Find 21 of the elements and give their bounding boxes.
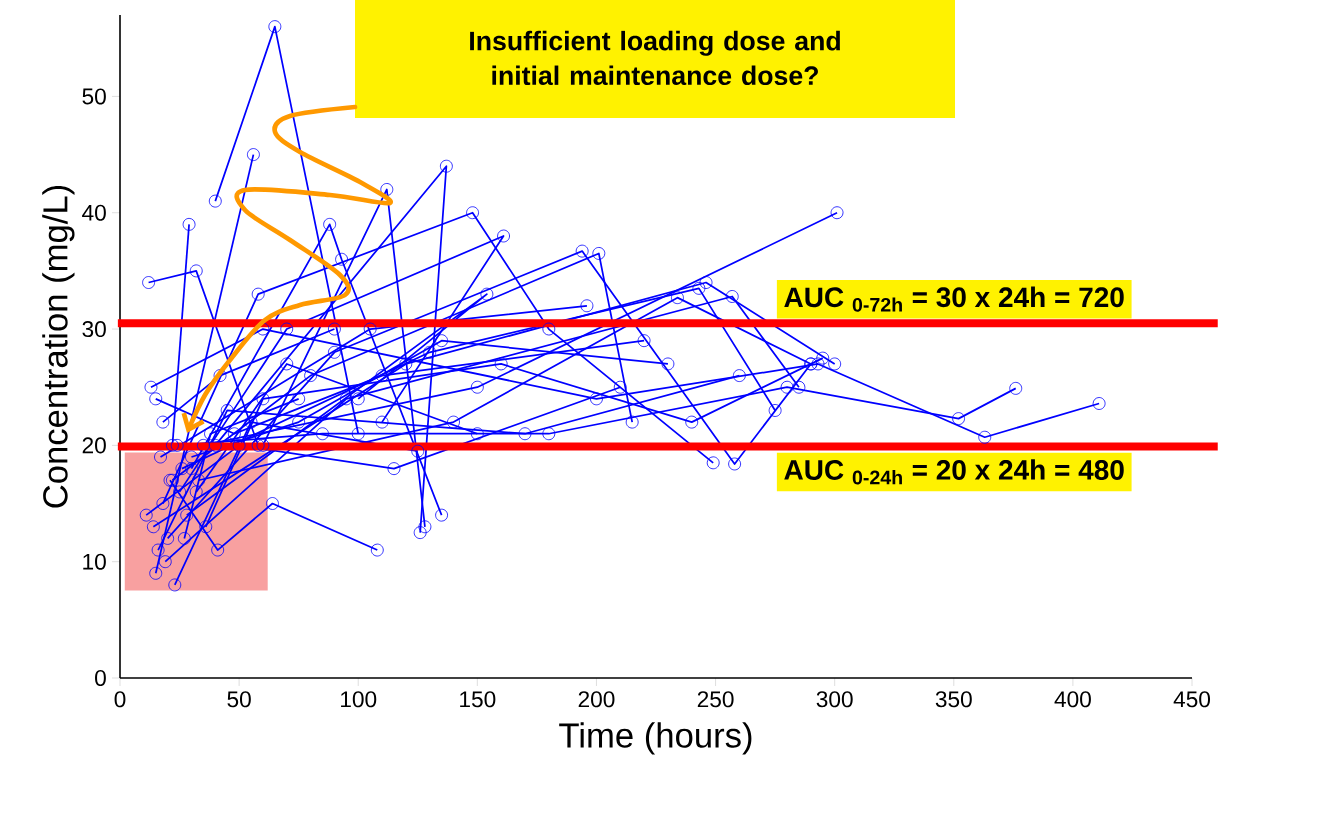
x-tick-label: 50	[227, 691, 251, 708]
y-tick-label: 40	[82, 204, 106, 221]
x-tick-label: 200	[578, 691, 615, 708]
x-tick-label: 250	[697, 691, 734, 708]
annotation: Insufficient loading dose and initial maintenance dose?	[470, 30, 840, 86]
y-tick-label: 50	[82, 88, 106, 105]
x-tick-label: 300	[816, 691, 853, 708]
x-axis-title: Time (hours)	[559, 722, 752, 755]
x-tick-label: 100	[341, 691, 377, 708]
y-tick-label: 30	[82, 321, 106, 338]
x-tick-label: 0	[114, 691, 126, 708]
y-tick-label: 20	[82, 437, 106, 454]
ref-line-label: AUC $_{0-24h}$ = 20 x 24h = 480	[784, 459, 1124, 485]
y-tick-label: 0	[95, 669, 106, 687]
x-tick-label: 400	[1054, 691, 1091, 708]
y-axis-title: Concentration (mg/L)	[42, 185, 75, 508]
x-tick-label: 350	[935, 691, 972, 708]
y-tick-label: 10	[83, 553, 106, 570]
x-tick-label: 450	[1173, 691, 1211, 708]
x-tick-label: 150	[460, 691, 496, 708]
ref-line-label: AUC $_{0-72h}$ = 30 x 24h = 720	[784, 286, 1124, 312]
